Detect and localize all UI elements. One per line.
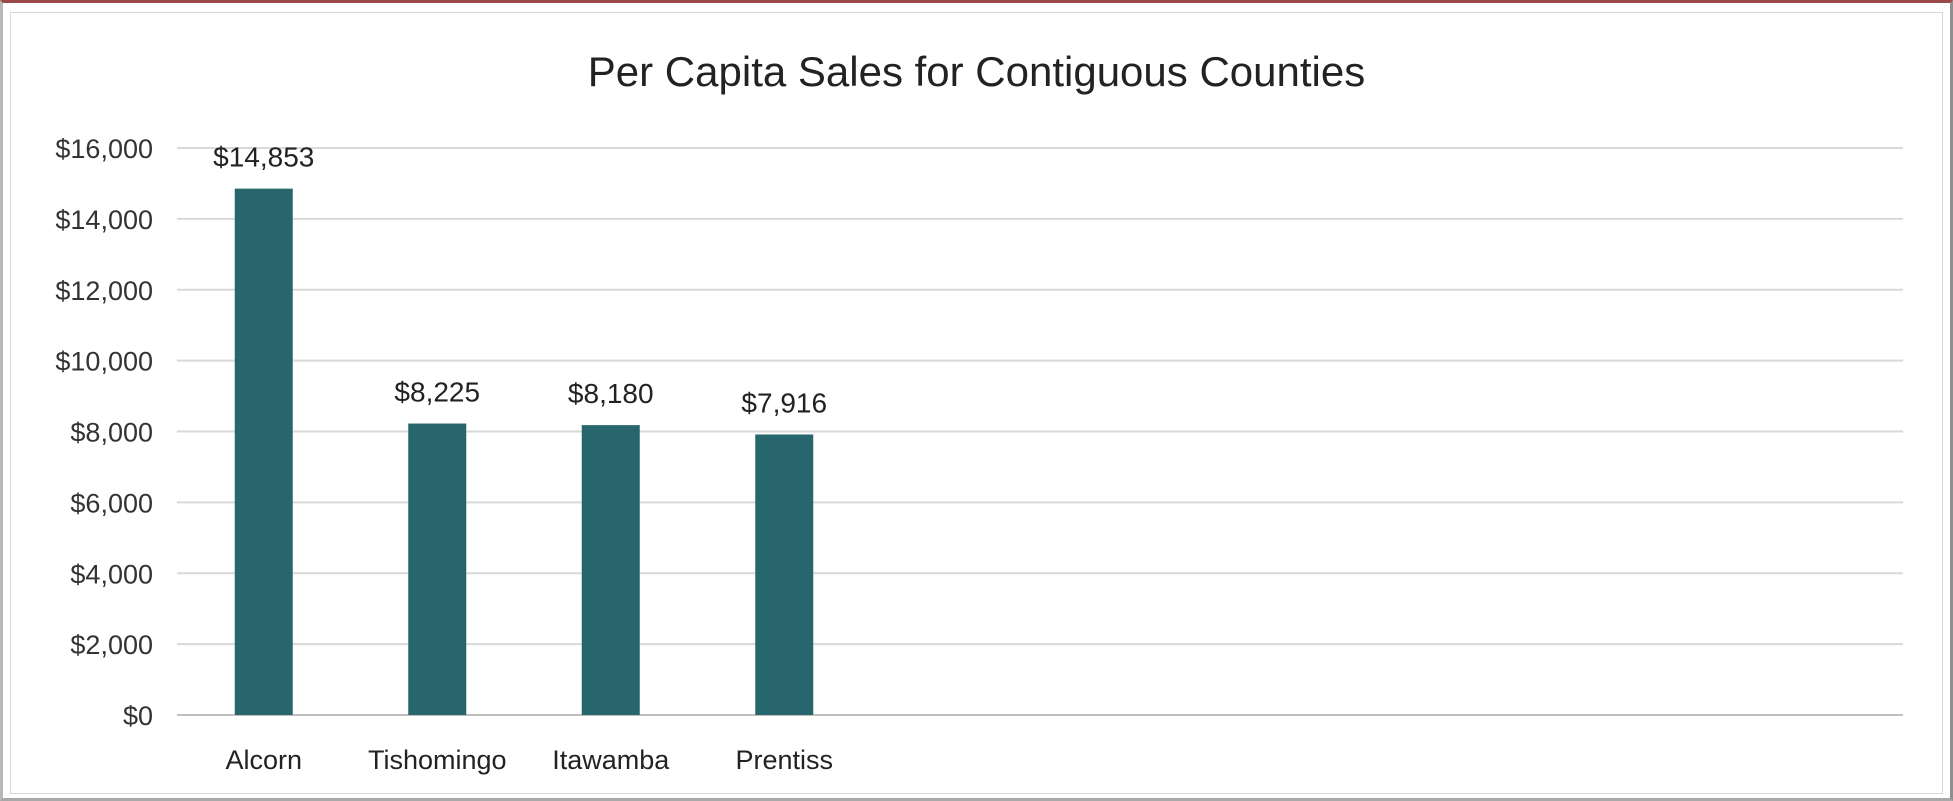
bar xyxy=(581,425,640,715)
y-tick-label: $14,000 xyxy=(55,205,153,235)
y-tick-label: $0 xyxy=(123,701,153,731)
category-label: Itawamba xyxy=(552,745,670,775)
data-label: $14,853 xyxy=(213,142,314,173)
data-label: $8,180 xyxy=(568,378,654,409)
y-tick-label: $2,000 xyxy=(70,630,153,660)
chart-area xyxy=(10,12,1943,794)
chart-title: Per Capita Sales for Contiguous Counties xyxy=(587,48,1366,95)
y-tick-label: $4,000 xyxy=(70,559,153,589)
data-label: $7,916 xyxy=(741,387,827,418)
y-tick-label: $10,000 xyxy=(55,347,153,377)
category-label: Prentiss xyxy=(735,745,833,775)
y-tick-label: $12,000 xyxy=(55,276,153,306)
y-tick-label: $16,000 xyxy=(55,134,153,164)
bar xyxy=(755,434,814,715)
category-label: Alcorn xyxy=(225,745,302,775)
bar xyxy=(408,423,467,715)
data-label: $8,225 xyxy=(394,377,480,408)
category-label: Tishomingo xyxy=(368,745,507,775)
y-tick-label: $6,000 xyxy=(70,488,153,518)
y-tick-label: $8,000 xyxy=(70,418,153,448)
bar xyxy=(234,188,293,715)
